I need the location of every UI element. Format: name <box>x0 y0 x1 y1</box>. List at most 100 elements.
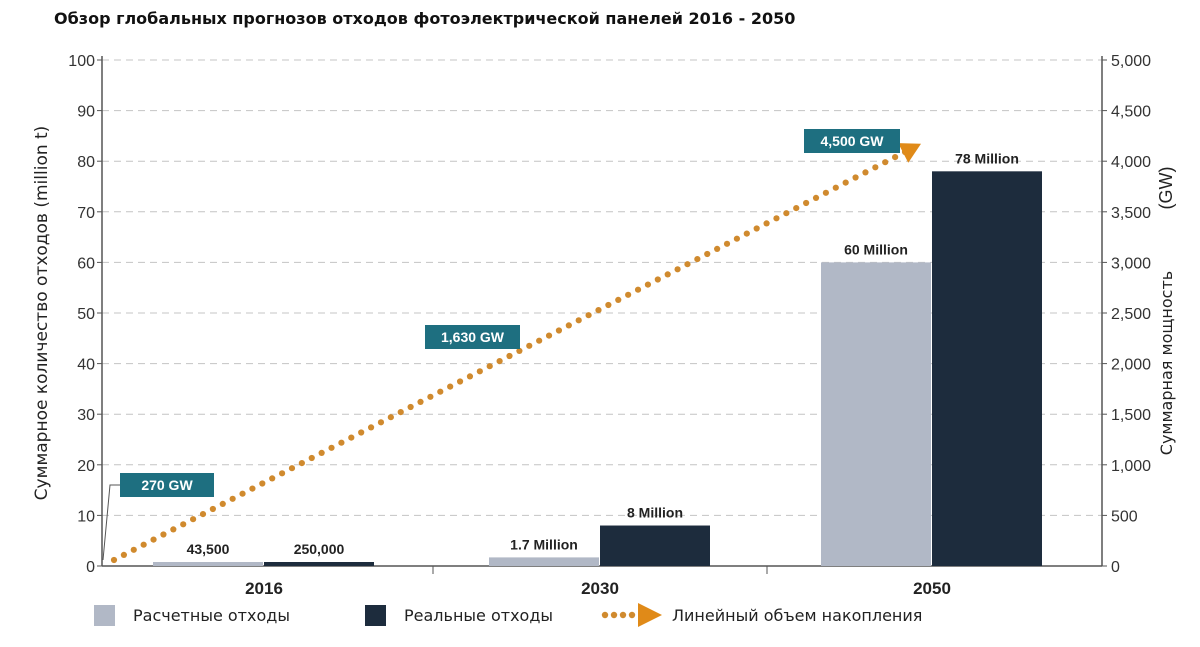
y2-tick-label: 4,500 <box>1111 104 1151 121</box>
line-dot <box>654 276 661 283</box>
gw-label: 270 GW <box>141 477 193 493</box>
line-dot <box>476 368 483 375</box>
line-dot <box>249 485 256 492</box>
line-dot <box>694 256 701 263</box>
y2-tick-label: 500 <box>1111 508 1138 525</box>
gw-label-box <box>120 473 214 497</box>
line-dot <box>190 516 197 523</box>
y2-tick-label: 1,000 <box>1111 458 1151 475</box>
y2-tick-label: 4,000 <box>1111 154 1151 171</box>
y2-tick-label: 1,500 <box>1111 407 1151 424</box>
bar-label: 250,000 <box>294 541 345 557</box>
line-dot <box>595 307 602 314</box>
y2-axis-title: Суммарная мощность <box>1157 271 1176 455</box>
y2-tick-label: 2,500 <box>1111 306 1151 323</box>
line-dot <box>506 352 513 360</box>
y-tick-label: 40 <box>77 357 95 374</box>
line-dot <box>328 444 335 451</box>
line-dot <box>783 210 790 217</box>
gw-label-box <box>425 325 520 349</box>
x-tick-label: 2050 <box>913 579 951 598</box>
line-dot <box>575 317 582 324</box>
y-tick-label: 70 <box>77 205 95 222</box>
y2-tick-label: 2,000 <box>1111 357 1151 374</box>
line-dot <box>338 439 345 446</box>
line-dot <box>803 199 810 207</box>
line-dot <box>298 460 305 467</box>
bar <box>821 262 931 566</box>
bar-label: 1.7 Million <box>510 536 578 552</box>
line-dot <box>536 337 543 344</box>
line-dot <box>684 261 691 268</box>
y2-tick-label: 3,000 <box>1111 255 1151 272</box>
line-dot <box>427 393 434 400</box>
legend-swatch-estimated <box>94 604 115 626</box>
legend-item-real: Реальные отходы <box>365 601 553 629</box>
line-dot <box>209 505 216 513</box>
line-dot <box>674 266 681 273</box>
line-dot <box>882 159 889 166</box>
line-dot <box>437 388 444 395</box>
y2-axis-unit: (GW) <box>1156 167 1176 210</box>
line-dot <box>447 383 454 390</box>
line-dot <box>664 271 671 278</box>
line-dot <box>308 454 315 462</box>
line-dot <box>466 373 474 380</box>
y-axis-title: Суммарное количество отходов (million t) <box>32 126 52 501</box>
line-dot <box>832 184 839 191</box>
line-dot <box>348 434 355 441</box>
legend-label-estimated: Расчетные отходы <box>133 605 290 625</box>
y2-tick-label: 5,000 <box>1111 53 1151 70</box>
line-dot <box>120 551 127 559</box>
line-dot <box>526 342 533 349</box>
line-dot <box>397 409 404 416</box>
line-dot <box>565 322 572 329</box>
line-dot <box>733 235 741 242</box>
legend-label-real: Реальные отходы <box>404 605 554 625</box>
line-dot <box>199 510 207 518</box>
line-dot <box>753 225 760 232</box>
line-dot <box>763 220 770 227</box>
line-dot <box>259 480 266 487</box>
line-dot <box>842 179 849 186</box>
bar-label: 60 Million <box>844 241 908 257</box>
label-leader <box>102 484 120 561</box>
axes: 0 0 10 500 20 1,000 30 1,500 40 2,000 50 2,500 60 3,0… <box>32 53 1176 598</box>
line-dot <box>229 495 236 502</box>
y-tick-label: 80 <box>77 154 95 171</box>
legend-label-accumulation: Линейный объем накопления <box>672 605 923 625</box>
line-dot <box>496 358 503 365</box>
y-tick-label: 50 <box>77 306 95 323</box>
accumulation-line <box>110 143 921 564</box>
line-dot <box>615 296 622 303</box>
line-dot <box>812 194 820 201</box>
line-dot <box>417 398 424 405</box>
line-dot <box>793 205 800 212</box>
bar <box>153 562 263 566</box>
data-labels: 43,500 1.7 Million 60 Million 250,000 8 Mill… <box>102 129 1019 561</box>
chart-title: Обзор глобальных прогнозов отходов фотоэ… <box>54 9 796 28</box>
line-dot <box>318 449 325 456</box>
bar <box>600 525 710 566</box>
y2-tick-label: 0 <box>1111 559 1120 576</box>
line-dot <box>704 250 711 258</box>
line-dot <box>278 470 286 477</box>
line-dot <box>634 286 642 293</box>
legend-arrow-icon <box>601 603 662 627</box>
line-dot <box>852 174 859 181</box>
line-dot <box>625 291 632 298</box>
line-dot <box>456 378 464 385</box>
gw-label-box <box>804 129 900 153</box>
line-dot <box>288 465 296 472</box>
line-dot <box>822 189 830 196</box>
y-tick-label: 0 <box>86 559 95 576</box>
line-dot <box>110 556 118 564</box>
line-dot <box>723 240 731 247</box>
line-dot <box>605 301 612 309</box>
y-tick-label: 30 <box>77 407 95 424</box>
bars <box>153 171 1042 566</box>
line-dot <box>377 419 385 426</box>
line-dot <box>387 414 394 421</box>
line-dot <box>140 541 147 548</box>
